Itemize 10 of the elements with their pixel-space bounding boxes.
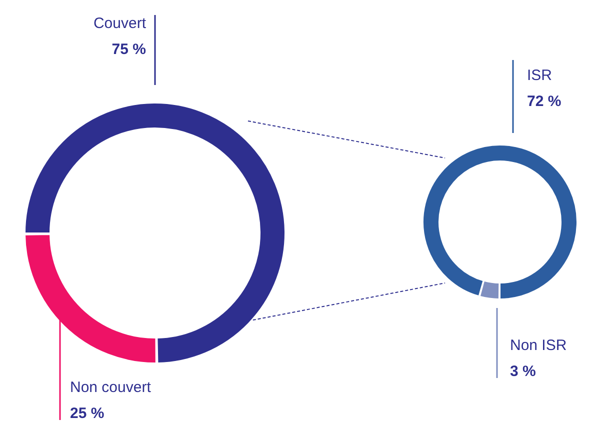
slice-label: Non couvert: [70, 379, 152, 396]
donut-slice: [24, 102, 286, 364]
data-label: 25 %: [70, 405, 104, 422]
slice-label: ISR: [527, 67, 552, 84]
data-label: 3 %: [510, 363, 536, 380]
slice-label: Non ISR: [510, 337, 567, 354]
data-label: 75 %: [112, 41, 146, 58]
slice-label: Couvert: [93, 15, 147, 32]
data-label: 72 %: [527, 93, 562, 110]
donut-slice: [422, 144, 578, 300]
